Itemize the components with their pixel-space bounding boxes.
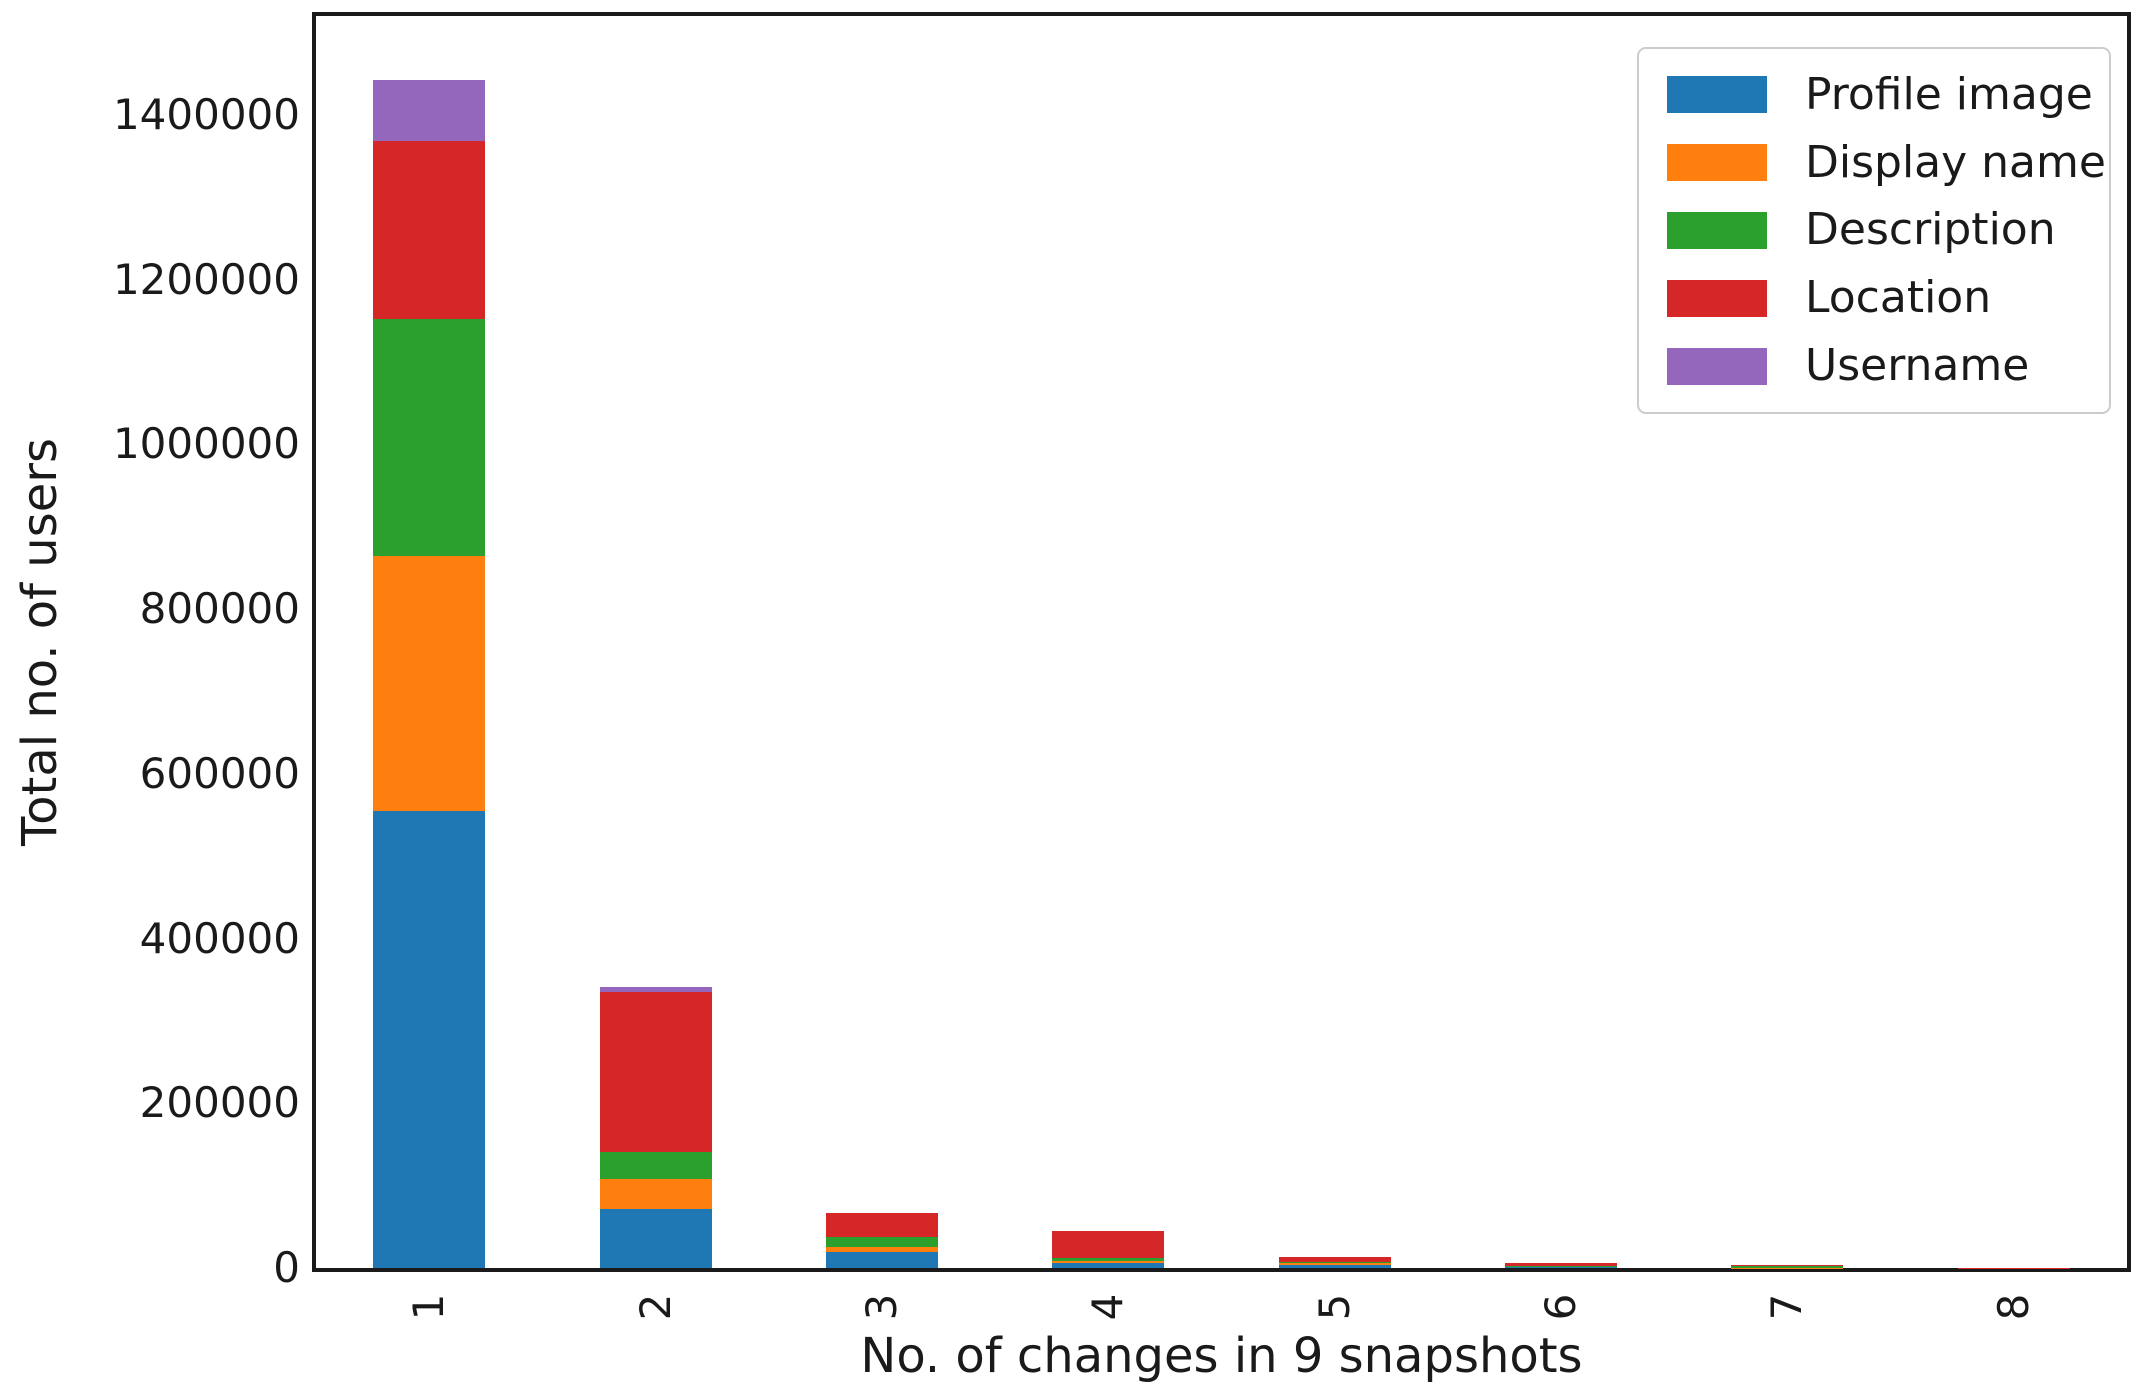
bar-segment (1052, 1230, 1165, 1259)
y-tick-label: 0 (273, 1243, 300, 1292)
bar-segment (373, 810, 486, 1268)
y-tick-label: 800000 (139, 584, 300, 634)
legend-label: Profile image (1805, 68, 2093, 120)
bar-segment (1505, 1266, 1618, 1267)
x-tick-label: 3 (856, 1293, 906, 1321)
legend-item: Username (1667, 332, 2081, 400)
bar-segment (599, 1151, 712, 1180)
bars-layer (316, 16, 2127, 1268)
bar-segment (825, 1246, 938, 1252)
bar-segment (373, 555, 486, 811)
bar-segment (599, 987, 712, 993)
legend-label: Description (1805, 204, 2056, 256)
plot-area: Profile image Display name Description Loca… (312, 12, 2131, 1272)
x-tick-label: 5 (1309, 1293, 1359, 1321)
bar-segment (1278, 1257, 1391, 1263)
y-tick-label: 1400000 (112, 89, 300, 139)
legend-item: Description (1667, 197, 2081, 265)
y-tick-label: 200000 (139, 1078, 300, 1128)
bar-segment (1052, 1258, 1165, 1262)
y-tick-label: 1000000 (112, 419, 300, 469)
y-axis-label: Total no. of users (12, 437, 68, 847)
legend-swatch (1667, 76, 1767, 114)
x-tick-label: 7 (1762, 1293, 1812, 1321)
bar-segment (373, 319, 486, 556)
bar-segment (373, 141, 486, 320)
legend-item: Display name (1667, 129, 2106, 197)
bar-segment (1505, 1265, 1618, 1267)
x-tick-label: 2 (630, 1293, 680, 1321)
legend-swatch (1667, 347, 1767, 385)
bar-segment (1278, 1265, 1391, 1268)
bar-segment (599, 992, 712, 1152)
bar-segment (1505, 1263, 1618, 1266)
bar-segment (825, 1212, 938, 1237)
bar-segment (373, 80, 486, 142)
bar-segment (1052, 1263, 1165, 1268)
bar-segment (1278, 1263, 1391, 1266)
legend-label: Display name (1805, 136, 2106, 188)
bar-segment (599, 1208, 712, 1268)
y-tick-label: 400000 (139, 913, 300, 963)
legend-item: Profile image (1667, 61, 2093, 129)
y-tick-label: 600000 (139, 748, 300, 798)
bar-segment (1505, 1266, 1618, 1268)
legend-item: Location (1667, 264, 2081, 332)
legend-label: Username (1805, 340, 2030, 392)
x-tick-label: 6 (1536, 1293, 1586, 1321)
legend: Profile image Display name Description Loca… (1637, 47, 2111, 414)
legend-swatch (1667, 144, 1767, 182)
bar-segment (599, 1179, 712, 1209)
bar-segment (825, 1251, 938, 1268)
legend-label: Location (1805, 272, 1992, 324)
bar-segment (1731, 1265, 1844, 1268)
x-axis-label: No. of changes in 9 snapshots (860, 1328, 1583, 1384)
bar-segment (1278, 1262, 1391, 1264)
x-tick-label: 4 (1083, 1293, 1133, 1321)
x-tick-label: 8 (1988, 1293, 2038, 1321)
y-tick-label: 1200000 (112, 254, 300, 304)
legend-swatch (1667, 279, 1767, 317)
bar-segment (1052, 1261, 1165, 1264)
legend-swatch (1667, 211, 1767, 249)
x-tick-label: 1 (404, 1293, 454, 1321)
bar-segment (825, 1236, 938, 1247)
